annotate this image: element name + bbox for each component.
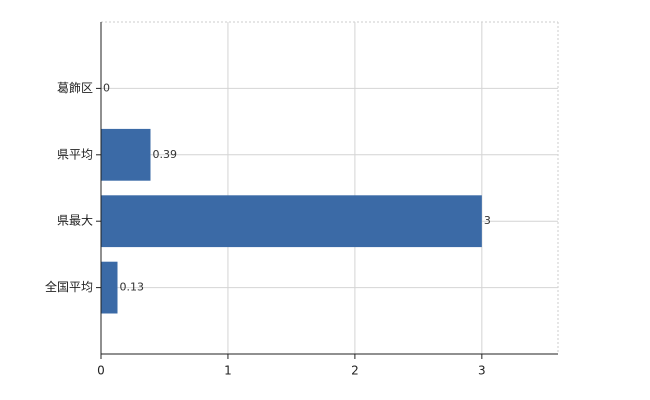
value-label: 0.39 <box>153 148 178 161</box>
bar <box>101 195 482 248</box>
x-tick-label: 1 <box>224 364 232 378</box>
y-tick-label: 全国平均 <box>45 279 93 294</box>
bar <box>101 128 151 181</box>
bar <box>101 261 118 314</box>
x-tick-label: 3 <box>478 364 486 378</box>
x-tick-label: 2 <box>351 364 359 378</box>
y-tick-label: 県平均 <box>57 147 93 161</box>
y-tick-label: 県最大 <box>57 214 93 228</box>
value-label: 3 <box>484 214 491 227</box>
value-label: 0 <box>103 81 110 94</box>
value-label: 0.13 <box>120 281 145 294</box>
x-tick-label: 0 <box>97 364 105 378</box>
y-tick-label: 葛飾区 <box>57 81 93 95</box>
